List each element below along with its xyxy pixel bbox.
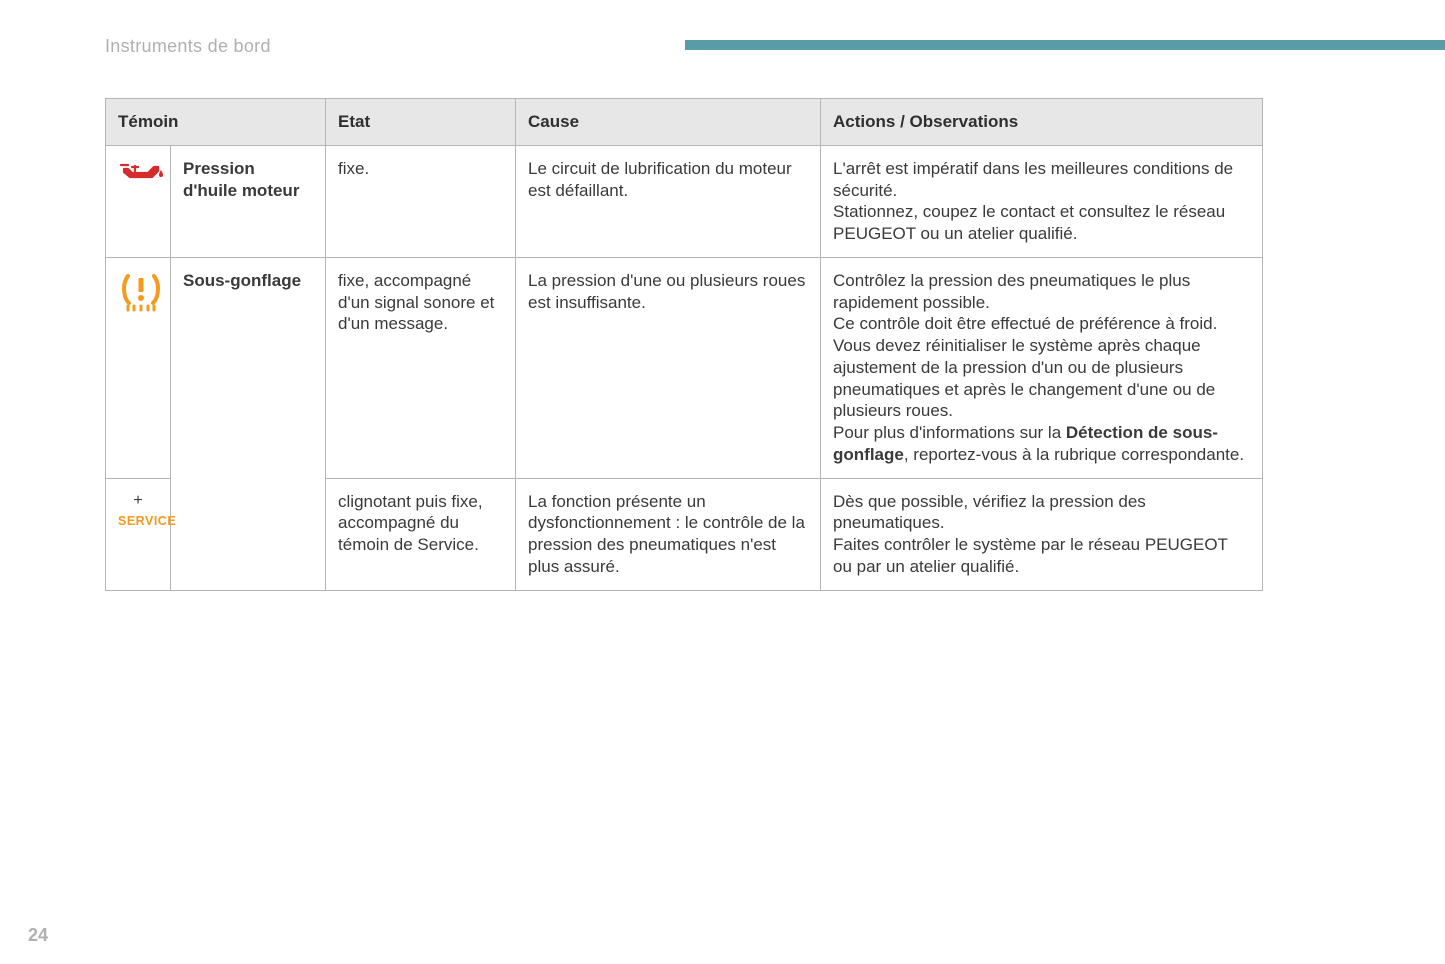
actions-text: Dès que possible, vérifiez la pression d… (833, 492, 1146, 533)
oil-pressure-etat: fixe. (326, 145, 516, 257)
actions-text: Ce contrôle doit être effectué de préfér… (833, 314, 1217, 333)
tire-pressure-label: Sous-gonflage (171, 257, 326, 590)
warning-table: Témoin Etat Cause Actions / Observations (105, 98, 1263, 591)
table-row: Sous-gonflage fixe, accompagné d'un sign… (106, 257, 1263, 478)
service-cause: La fonction présente un dysfonctionnemen… (516, 478, 821, 590)
tire-pressure-cause: La pression d'une ou plusieurs roues est… (516, 257, 821, 478)
actions-text: Stationnez, coupez le contact et consult… (833, 202, 1225, 243)
col-header-actions: Actions / Observations (821, 99, 1263, 146)
tire-pressure-actions: Contrôlez la pression des pneumatiques l… (821, 257, 1263, 478)
page-number: 24 (28, 925, 48, 946)
col-header-etat: Etat (326, 99, 516, 146)
tire-pressure-icon-cell (106, 257, 171, 478)
table-header-row: Témoin Etat Cause Actions / Observations (106, 99, 1263, 146)
col-header-cause: Cause (516, 99, 821, 146)
actions-text: Pour plus d'informations sur la (833, 423, 1066, 442)
header-accent-bar (685, 40, 1445, 50)
oil-pressure-label: Pression d'huile moteur (171, 145, 326, 257)
warning-table-container: Témoin Etat Cause Actions / Observations (105, 98, 1263, 591)
actions-text: L'arrêt est impératif dans les meilleure… (833, 159, 1233, 200)
oil-pressure-icon (118, 158, 166, 182)
service-icon: SERVICE (118, 513, 158, 529)
oil-pressure-icon-cell (106, 145, 171, 257)
service-etat: clignotant puis fixe, accompagné du témo… (326, 478, 516, 590)
service-icon-cell: + SERVICE (106, 478, 171, 590)
actions-text: , reportez-vous à la rubrique correspond… (904, 445, 1244, 464)
oil-pressure-actions: L'arrêt est impératif dans les meilleure… (821, 145, 1263, 257)
actions-text: Vous devez réinitialiser le système aprè… (833, 336, 1215, 420)
plus-icon: + (118, 491, 158, 511)
oil-pressure-cause: Le circuit de lubrification du moteur es… (516, 145, 821, 257)
table-row: Pression d'huile moteur fixe. Le circuit… (106, 145, 1263, 257)
page-header-title: Instruments de bord (105, 36, 271, 56)
actions-text: Faites contrôler le système par le résea… (833, 535, 1228, 576)
tire-pressure-etat: fixe, accompagné d'un signal sonore et d… (326, 257, 516, 478)
service-actions: Dès que possible, vérifiez la pression d… (821, 478, 1263, 590)
tire-pressure-icon (118, 270, 164, 312)
col-header-temoin: Témoin (106, 99, 326, 146)
actions-text: Contrôlez la pression des pneumatiques l… (833, 271, 1190, 312)
